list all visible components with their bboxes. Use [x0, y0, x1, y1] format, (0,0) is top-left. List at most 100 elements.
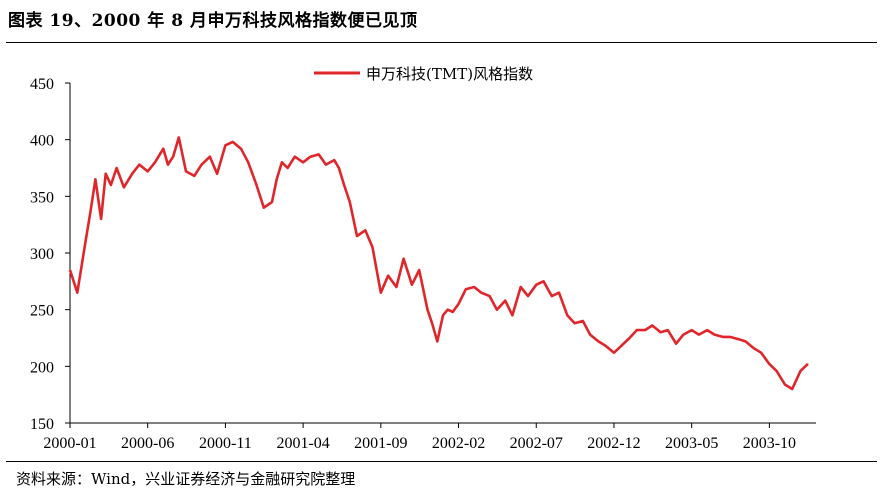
data-point [551, 295, 553, 297]
data-point [247, 161, 249, 164]
data-point [146, 170, 149, 173]
data-point [263, 206, 265, 209]
data-point [123, 186, 125, 189]
legend: 申万科技(TMT)风格指数 [314, 65, 533, 83]
data-point [411, 283, 413, 286]
data-point [395, 286, 398, 288]
x-tick-label: 2003-10 [743, 435, 796, 452]
data-point [722, 336, 724, 338]
data-point [402, 257, 405, 260]
data-point [737, 338, 740, 340]
data-point [138, 163, 141, 166]
figure-title: 图表 19、2000 年 8 月申万科技风格指数便已见顶 [8, 11, 418, 31]
data-point [597, 340, 600, 343]
source-note: 资料来源：Wind，兴业证券经济与金融研究院整理 [16, 470, 356, 488]
data-point [364, 229, 367, 232]
data-point [172, 155, 174, 158]
data-point [115, 167, 118, 169]
data-point [104, 172, 107, 175]
data-point [644, 329, 646, 331]
data-point [480, 291, 483, 294]
data-point [527, 295, 529, 297]
data-point [682, 333, 685, 336]
data-point [338, 167, 340, 169]
data-point [446, 308, 449, 311]
data-point [84, 240, 87, 243]
y-tick-label: 400 [30, 133, 54, 150]
source-rule [6, 461, 877, 462]
data-point [185, 170, 187, 173]
data-point [356, 235, 358, 237]
data-point [535, 283, 538, 286]
data-point [343, 184, 345, 186]
data-point [89, 212, 91, 215]
data-point [573, 322, 576, 325]
data-point [784, 383, 786, 386]
data-point [768, 363, 771, 365]
data-point [713, 333, 716, 336]
y-axis: 150 200 250 300 350 400 450 [30, 76, 71, 433]
data-point [333, 159, 336, 161]
data-point [131, 172, 133, 175]
data-point [281, 161, 283, 164]
data-point [613, 351, 615, 354]
data-point [457, 303, 460, 305]
x-tick-label: 2000-01 [43, 435, 96, 452]
data-point [231, 141, 234, 143]
y-tick-label: 350 [30, 189, 54, 206]
data-point [465, 288, 467, 291]
data-point [729, 336, 731, 338]
data-point [162, 147, 165, 150]
x-tick-label: 2002-02 [432, 435, 485, 452]
data-point [255, 184, 258, 186]
data-point [775, 370, 778, 372]
data-point [436, 340, 439, 343]
x-tick-label: 2000-11 [199, 435, 252, 452]
data-point [582, 320, 584, 322]
data-point [349, 201, 351, 203]
data-point [325, 163, 327, 166]
data-point [473, 286, 475, 288]
data-point [76, 291, 79, 294]
data-point [380, 291, 382, 294]
data-point [275, 178, 278, 181]
data-point [760, 351, 762, 354]
data-point [452, 311, 454, 313]
data-point [488, 295, 491, 297]
data-point [209, 155, 211, 158]
y-tick-label: 150 [30, 416, 54, 433]
data-point [200, 163, 203, 166]
data-point [309, 155, 312, 158]
data-point [271, 201, 273, 203]
y-tick-label: 250 [30, 303, 54, 320]
data-point [100, 218, 102, 220]
x-tick-label: 2002-12 [587, 435, 640, 452]
data-point [240, 147, 242, 150]
data-point [294, 155, 296, 158]
data-point [504, 299, 507, 302]
data-point [431, 322, 433, 325]
data-point [706, 329, 708, 331]
series-line [68, 136, 809, 391]
data-point [286, 167, 289, 169]
x-tick-label: 2001-04 [276, 435, 329, 452]
data-point [744, 340, 747, 343]
data-point [94, 178, 97, 181]
x-tick-label: 2002-07 [510, 435, 563, 452]
data-point [667, 329, 669, 331]
data-point [566, 314, 569, 317]
x-tick-label: 2000-06 [121, 435, 174, 452]
data-point [371, 246, 374, 249]
data-point [496, 308, 498, 311]
y-tick-label: 300 [30, 246, 54, 263]
data-point [636, 329, 638, 331]
data-point [154, 161, 156, 164]
data-point [791, 388, 793, 390]
data-point [589, 333, 591, 336]
title-rule [6, 42, 877, 43]
x-axis: 2000-01 2000-06 2000-11 2001-04 2001-09 2002-… [43, 422, 816, 452]
data-point [216, 172, 218, 175]
y-tick-label: 200 [30, 359, 54, 376]
data-point [806, 363, 809, 365]
